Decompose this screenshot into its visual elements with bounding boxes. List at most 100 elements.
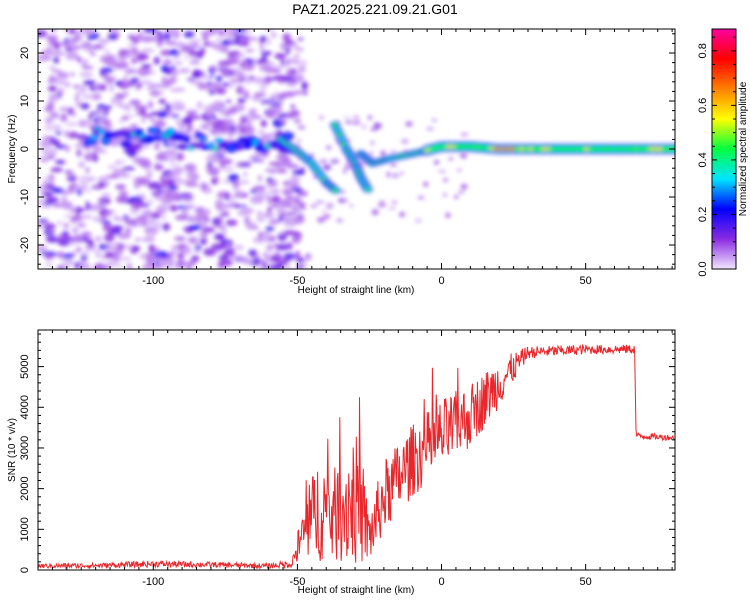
spectrogram-cell <box>212 119 225 126</box>
spectrogram-cell <box>523 147 530 151</box>
spectrogram-cell <box>49 75 55 83</box>
spectrogram-cell <box>545 147 552 151</box>
spectrogram-cell <box>163 31 171 41</box>
spectrogram-cell <box>131 200 144 210</box>
spectrogram-cell <box>331 123 338 127</box>
spectrogram-x-tick-label: -100 <box>142 275 164 287</box>
spectrogram-cell <box>352 119 361 126</box>
spectrogram-cell <box>161 215 167 220</box>
spectrogram-cell <box>70 37 84 42</box>
spectrogram-cell <box>103 233 115 243</box>
spectrogram-cell <box>203 248 217 257</box>
spectrogram-cell <box>230 124 236 133</box>
spectrogram-cell <box>136 158 150 164</box>
spectrogram-cell <box>136 215 148 222</box>
spectrogram-cell <box>588 147 595 151</box>
spectrogram-texture <box>38 29 675 269</box>
spectrogram-cell <box>284 40 296 46</box>
spectrogram-cell <box>196 101 203 110</box>
spectrogram-cell <box>221 72 233 77</box>
spectrogram-cell <box>68 29 77 35</box>
spectrogram-cell <box>336 132 343 137</box>
spectrogram-cell <box>325 145 332 150</box>
spectrogram-cell <box>319 159 328 163</box>
spectrogram-cell <box>111 225 124 230</box>
spectrogram-cell <box>172 68 179 77</box>
spectrogram-cell <box>143 29 157 34</box>
spectrogram-cell <box>380 150 386 156</box>
spectrogram-cell <box>575 147 582 151</box>
spectrogram-cell <box>249 154 259 161</box>
spectrogram-cell <box>171 249 177 256</box>
spectrogram-cell <box>241 258 250 263</box>
spectrogram-cell <box>460 183 468 190</box>
spectrogram-cell <box>519 147 526 151</box>
spectrogram-cell <box>42 245 48 253</box>
spectrogram-cell <box>183 30 195 39</box>
spectrogram-cell <box>236 210 251 217</box>
snr-y-tick-label: 4000 <box>19 395 31 419</box>
spectrogram-cell <box>150 263 164 269</box>
spectrogram-cell <box>405 121 413 127</box>
spectrogram-cell <box>229 195 237 201</box>
spectrogram-cell <box>140 48 155 53</box>
spectrogram-cell <box>131 77 140 83</box>
spectrogram-cell <box>224 166 234 173</box>
spectrogram-cell <box>448 156 454 161</box>
spectrogram-cell <box>160 106 166 111</box>
spectrogram-cell <box>297 37 304 42</box>
spectrogram-cell <box>49 137 55 144</box>
spectrogram-cell <box>566 147 573 151</box>
spectrogram-cell <box>145 199 155 205</box>
spectrogram-cell <box>304 253 312 261</box>
spectrogram-cell <box>225 219 238 226</box>
spectrogram-cell <box>42 176 52 184</box>
spectrogram-cell <box>237 97 246 104</box>
spectrogram-cell <box>127 33 135 38</box>
spectrogram-y-tick-label: 20 <box>19 47 31 59</box>
spectrogram-cell <box>273 91 279 99</box>
spectrogram-cell <box>118 79 123 86</box>
spectrogram-cell <box>102 105 113 110</box>
spectrogram-cell <box>210 178 217 185</box>
spectrogram-cell <box>217 60 232 67</box>
spectrogram-cell <box>309 153 314 159</box>
spectrogram-cell <box>81 84 87 94</box>
spectrogram-cell <box>185 109 198 115</box>
spectrogram-cell <box>212 217 222 226</box>
spectrogram-cell <box>274 64 288 69</box>
spectrogram-cell <box>99 83 107 91</box>
spectrogram-cell <box>277 119 288 124</box>
spectrogram-cell <box>260 119 268 128</box>
spectrogram-cell <box>169 204 178 212</box>
spectrogram-cell <box>200 123 210 130</box>
spectrogram-cell <box>532 147 539 151</box>
spectrogram-cell <box>253 76 265 84</box>
spectrogram-cell <box>183 204 190 209</box>
spectrogram-cell <box>67 131 79 139</box>
spectrogram-cell <box>124 68 137 74</box>
spectrogram-cell <box>104 50 110 55</box>
spectrogram-cell <box>125 227 132 235</box>
spectrogram-cell <box>153 141 161 151</box>
spectrogram-cell <box>390 150 396 154</box>
spectrogram-cell <box>104 77 115 85</box>
spectrogram-cell <box>527 147 534 151</box>
spectrogram-cell <box>349 204 354 208</box>
spectrogram-cell <box>58 106 71 112</box>
spectrogram-cell <box>426 127 434 130</box>
spectrogram-cell <box>661 147 668 151</box>
spectrogram-cell <box>105 212 110 219</box>
spectrogram-cell <box>104 251 116 259</box>
snr-x-tick-label: -100 <box>142 576 164 588</box>
spectrogram-cell <box>283 204 288 209</box>
spectrogram-cell <box>64 190 70 195</box>
spectrogram-cell <box>78 264 92 269</box>
spectrogram-cell <box>132 246 141 251</box>
spectrogram-cell <box>145 171 153 178</box>
spectrogram-cell <box>237 189 243 198</box>
spectrogram-cell <box>43 148 58 157</box>
spectrogram-cell <box>183 55 190 60</box>
spectrogram-cell <box>206 121 217 126</box>
spectrogram-cell <box>85 167 90 174</box>
